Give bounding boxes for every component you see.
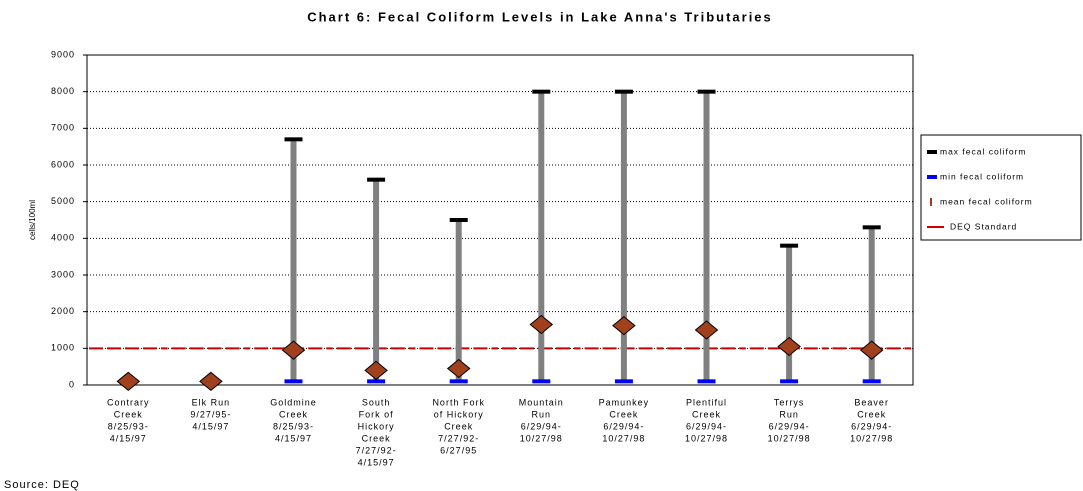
max-marker bbox=[532, 89, 551, 94]
x-tick-label: 7/27/92- bbox=[356, 445, 397, 455]
x-tick-label: 8/25/93- bbox=[108, 421, 149, 431]
mean-marker bbox=[116, 371, 141, 391]
min-marker bbox=[449, 379, 468, 384]
x-tick-label: 4/15/97 bbox=[192, 421, 229, 431]
x-tick-label: Plentiful bbox=[686, 397, 727, 407]
x-tick-label: Goldmine bbox=[270, 397, 317, 407]
y-tick-label: 2000 bbox=[51, 306, 75, 316]
x-tick-label: Terrys bbox=[774, 397, 805, 407]
x-tick-label: Creek bbox=[279, 409, 308, 419]
legend-label: DEQ Standard bbox=[950, 221, 1017, 231]
x-tick-label: 10/27/98 bbox=[520, 433, 563, 443]
y-tick-label: 9000 bbox=[51, 49, 75, 59]
y-tick-label: 8000 bbox=[51, 86, 75, 96]
mean-marker bbox=[281, 340, 306, 360]
plot-frame bbox=[86, 54, 914, 386]
min-marker bbox=[284, 379, 303, 384]
min-marker bbox=[532, 379, 551, 384]
x-tick-label: 6/29/94- bbox=[851, 421, 892, 431]
mean-marker bbox=[446, 358, 471, 379]
min-marker bbox=[697, 379, 716, 384]
x-tick-label: Pamunkey bbox=[599, 397, 650, 407]
legend-box bbox=[920, 134, 1082, 241]
x-tick-label: 9/27/95- bbox=[190, 409, 231, 419]
x-tick-label: South bbox=[362, 397, 391, 407]
x-tick-label: Creek bbox=[692, 409, 721, 419]
x-tick-label: Run bbox=[779, 409, 799, 419]
x-tick-label: Elk Run bbox=[192, 397, 231, 407]
max-marker bbox=[780, 243, 799, 248]
mean-marker bbox=[777, 336, 801, 357]
min-marker bbox=[614, 379, 633, 384]
x-tick-label: 4/15/97 bbox=[275, 433, 312, 443]
x-tick-label: 6/27/95 bbox=[440, 445, 477, 455]
x-tick-label: Creek bbox=[114, 409, 143, 419]
x-tick-label: 4/15/97 bbox=[358, 457, 395, 467]
y-tick-label: 4000 bbox=[51, 233, 75, 243]
mean-marker bbox=[529, 314, 554, 335]
x-tick-label: Creek bbox=[857, 409, 886, 419]
x-tick-label: Creek bbox=[609, 409, 638, 419]
min-marker bbox=[367, 379, 386, 384]
max-marker bbox=[449, 218, 468, 222]
mean-marker bbox=[199, 371, 223, 391]
x-tick-label: 7/27/92- bbox=[438, 433, 479, 443]
y-tick-label: 1000 bbox=[51, 343, 75, 353]
mean-marker bbox=[612, 315, 636, 336]
x-tick-label: North Fork bbox=[432, 397, 485, 407]
x-tick-label: Contrary bbox=[107, 397, 150, 407]
x-tick-label: 6/29/94- bbox=[769, 421, 810, 431]
x-tick-label: 10/27/98 bbox=[685, 433, 728, 443]
x-tick-label: 6/29/94- bbox=[686, 421, 727, 431]
x-tick-label: Fork of bbox=[359, 409, 394, 419]
x-tick-label: 6/29/94- bbox=[603, 421, 644, 431]
chart-title: Chart 6: Fecal Coliform Levels in Lake A… bbox=[307, 9, 773, 24]
max-marker bbox=[614, 89, 633, 94]
x-tick-label: Beaver bbox=[854, 397, 889, 407]
max-marker bbox=[284, 137, 303, 142]
legend-label: max fecal coliform bbox=[940, 146, 1027, 156]
min-marker bbox=[780, 379, 799, 384]
x-tick-label: Mountain bbox=[519, 397, 564, 407]
y-tick-label: 3000 bbox=[51, 269, 75, 279]
legend-swatch bbox=[930, 198, 932, 206]
x-tick-label: Creek bbox=[444, 421, 473, 431]
source: Source: DEQ bbox=[4, 479, 80, 491]
x-tick-label: of Hickory bbox=[434, 409, 484, 419]
x-tick-label: 10/27/98 bbox=[602, 433, 645, 443]
y-tick-label: 7000 bbox=[51, 123, 75, 133]
legend-swatch bbox=[927, 175, 937, 179]
max-marker bbox=[862, 225, 881, 230]
min-marker bbox=[862, 379, 881, 384]
y-tick-label: 0 bbox=[69, 379, 75, 389]
mean-marker bbox=[694, 320, 719, 340]
max-marker bbox=[367, 177, 386, 182]
max-marker bbox=[697, 89, 716, 94]
mean-marker bbox=[859, 340, 884, 360]
x-tick-label: 8/25/93- bbox=[273, 421, 314, 431]
legend-swatch bbox=[927, 150, 937, 154]
x-tick-label: Run bbox=[532, 409, 552, 419]
x-tick-label: Creek bbox=[362, 433, 391, 443]
y-axis-label: cells/100ml bbox=[28, 200, 37, 240]
legend-label: min fecal coliform bbox=[940, 171, 1024, 181]
y-tick-label: 6000 bbox=[51, 159, 75, 169]
x-tick-label: Hickory bbox=[358, 421, 395, 431]
x-tick-label: 10/27/98 bbox=[768, 433, 811, 443]
x-tick-label: 4/15/97 bbox=[110, 433, 147, 443]
x-tick-label: 10/27/98 bbox=[850, 433, 893, 443]
x-tick-label: 6/29/94- bbox=[521, 421, 562, 431]
mean-marker bbox=[364, 360, 388, 380]
y-tick-label: 5000 bbox=[51, 196, 75, 206]
legend-label: mean fecal coliform bbox=[940, 196, 1033, 206]
